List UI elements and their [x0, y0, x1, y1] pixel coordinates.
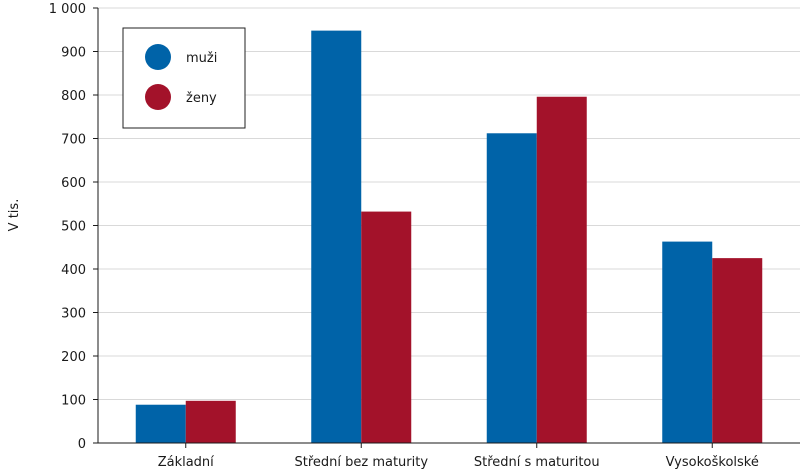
y-tick-label: 500	[61, 220, 86, 235]
legend: muži ženy	[122, 27, 246, 129]
y-axis-ticks: 0 100 200 300 400 500 600 700 800 900 1 000	[49, 2, 98, 452]
y-tick-label: 400	[61, 263, 86, 278]
bar-series-1	[135, 404, 186, 443]
y-tick-label: 600	[61, 176, 86, 191]
legend-swatch	[145, 84, 171, 110]
bar-series-2	[536, 96, 587, 444]
bar-series-2	[361, 211, 412, 443]
y-axis-title: V tis.	[7, 199, 22, 232]
x-tick-label: Základní	[158, 455, 214, 470]
y-tick-label: 800	[61, 89, 86, 104]
x-tick-label: Vysokoškolské	[666, 455, 759, 470]
bar-series-2	[185, 400, 236, 443]
x-axis-labels: Základní Střední bez maturity Střední s ma…	[158, 443, 759, 470]
bar-series-1	[662, 241, 713, 443]
gridlines	[98, 7, 800, 400]
legend-label: muži	[186, 51, 217, 66]
legend-swatch	[145, 44, 171, 70]
y-tick-label: 0	[78, 437, 86, 452]
legend-label: ženy	[186, 91, 217, 106]
y-tick-label: 700	[61, 133, 86, 148]
y-tick-label: 300	[61, 307, 86, 322]
bars	[135, 30, 763, 444]
legend-box	[122, 27, 246, 129]
y-tick-label: 100	[61, 394, 86, 409]
bar-series-1	[311, 30, 362, 444]
y-tick-label: 900	[61, 46, 86, 61]
bar-series-2	[712, 258, 763, 443]
x-tick-label: Střední bez maturity	[294, 455, 428, 470]
y-tick-label: 200	[61, 350, 86, 365]
bar-series-1	[486, 133, 537, 443]
y-tick-label: 1 000	[49, 2, 86, 17]
x-tick-label: Střední s maturitou	[474, 455, 600, 470]
